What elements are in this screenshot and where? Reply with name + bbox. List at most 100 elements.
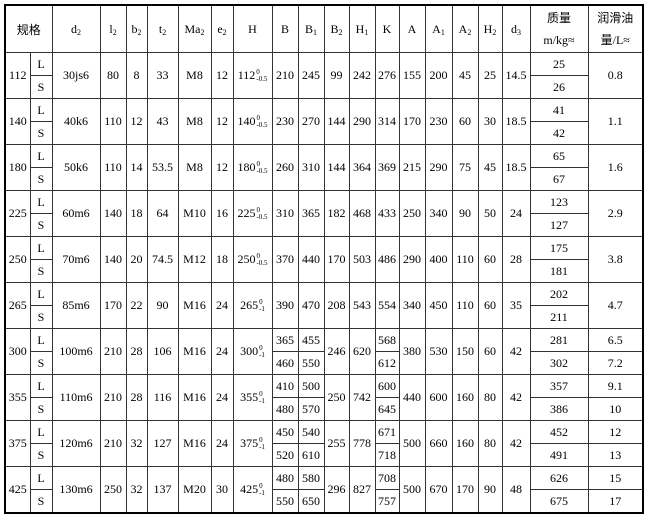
column-header-label: H [248,21,257,36]
d2-cell: 60m6 [51,190,101,237]
h1-cell: 503 [348,236,376,283]
h-base: 140 [237,113,256,128]
b1-cell: 540 [297,420,325,444]
b-cell: 210 [271,52,299,99]
b1-cell: 650 [297,489,325,514]
mass-cell: 491 [529,443,589,467]
l2-cell: 210 [99,374,127,421]
b-cell: 550 [271,489,299,514]
b-cell: 520 [271,443,299,467]
b1-cell: 270 [297,98,325,145]
column-header-label: H [483,21,493,36]
d2-cell: 120m6 [51,420,101,467]
h-cell: 425 0 -1 [232,466,273,514]
column-header: d3 [501,4,531,53]
d3-cell: 24 [501,190,531,237]
h-base: 355 [240,389,259,404]
column-header-label: 润滑油量/L≈ [597,11,634,47]
column-header: K [374,4,400,53]
k-cell: 369 [374,144,400,191]
e2-cell: 12 [210,52,234,99]
h-base: 180 [237,159,256,174]
ma2-cell: M8 [177,52,212,99]
a-cell: 500 [398,466,426,514]
column-header: B2 [323,4,350,53]
b-cell: 460 [271,351,299,375]
oil-cell: 17 [587,489,644,514]
k-cell: 645 [374,397,400,421]
column-header: H1 [348,4,376,53]
b2-cell: 144 [323,144,350,191]
ma2-cell: M20 [177,466,212,514]
mass-cell: 25 [529,52,589,76]
h-base: 375 [240,435,259,450]
oil-cell: 1.6 [587,144,644,191]
table-row: S 26 [5,75,643,99]
k-cell: 568 [374,328,400,352]
oil-cell: 15 [587,466,644,490]
column-header-label: d [511,21,518,36]
column-header-subscript: 3 [517,27,522,37]
k-cell: 314 [374,98,400,145]
size-cell: 425 [4,466,31,514]
d2-cell: 30js6 [51,52,101,99]
h-tolerance-upper: 0 [256,114,260,123]
a2-cell: 75 [451,144,479,191]
l2-cell: 110 [99,98,127,145]
column-header: b2 [125,4,148,53]
h-tolerance: 0 -1 [259,483,265,497]
column-header: l2 [99,4,127,53]
h-tolerance-upper: 0 [259,298,263,307]
mass-cell: 281 [529,328,589,352]
variant-cell: S [29,121,53,145]
table-row: 140 L 40k6 110 12 43 M8 12 140 0 -0.5 230 270 144 290 3… [4,98,644,145]
oil-cell: 0.8 [587,52,644,99]
t2-cell: 116 [146,374,179,421]
b2-cell: 28 [125,374,148,421]
column-header-subscript: 2 [338,27,343,37]
a1-cell: 230 [424,98,453,145]
b1-cell: 580 [297,466,325,490]
column-header-label: A [458,21,468,36]
d2-cell: 100m6 [51,328,101,375]
spec-table: 规格 d2 l2 b2 t2 Ma2 e2 H B B1 B2 H1 K A A1 A2 H2 d3 质量 m/kg… [4,4,645,514]
h-tolerance-lower: -0.5 [256,121,268,130]
variant-cell: L [29,282,53,306]
b2-cell: 20 [125,236,148,283]
table-row: S 67 [5,167,643,191]
table-row: S 127 [5,213,643,237]
k-cell: 486 [374,236,400,283]
h-tolerance-lower: -1 [259,305,265,314]
b1-cell: 365 [297,190,325,237]
b-cell: 410 [271,374,299,398]
t2-cell: 137 [146,466,179,514]
mass-cell: 42 [529,121,589,145]
table-row: 355 L 110m6 210 28 116 M16 24 355 0 -1 410 500 250 742… [4,374,644,421]
a-cell: 290 [398,236,426,283]
b-cell: 390 [271,282,299,329]
b2-cell: 250 [323,374,350,421]
h2-cell: 60 [477,236,503,283]
column-header-subscript: 1 [313,27,318,37]
a-cell: 340 [398,282,426,329]
e2-cell: 12 [210,98,234,145]
h-tolerance: 0 -0.5 [256,207,267,221]
k-cell: 276 [374,52,400,99]
h2-cell: 25 [477,52,503,99]
table-row: 300 L 100m6 210 28 106 M16 24 300 0 -1 365 455 246 620… [4,328,644,375]
b2-cell: 182 [323,190,350,237]
variant-cell: L [29,144,53,168]
h-cell: 140 0 -0.5 [232,98,273,145]
a1-cell: 670 [424,466,453,514]
size-cell: 300 [4,328,31,375]
column-header-label: t [158,21,163,36]
l2-cell: 110 [99,144,127,191]
column-header-label: B [330,21,339,36]
a-cell: 440 [398,374,426,421]
mass-cell: 41 [529,98,589,122]
table-body: 112 L 30js6 80 8 33 M8 12 112 0 -0.5 210 245 99 242 276… [4,52,644,514]
b1-cell: 570 [297,397,325,421]
b2-cell: 8 [125,52,148,99]
l2-cell: 80 [99,52,127,99]
oil-cell: 12 [587,420,644,444]
